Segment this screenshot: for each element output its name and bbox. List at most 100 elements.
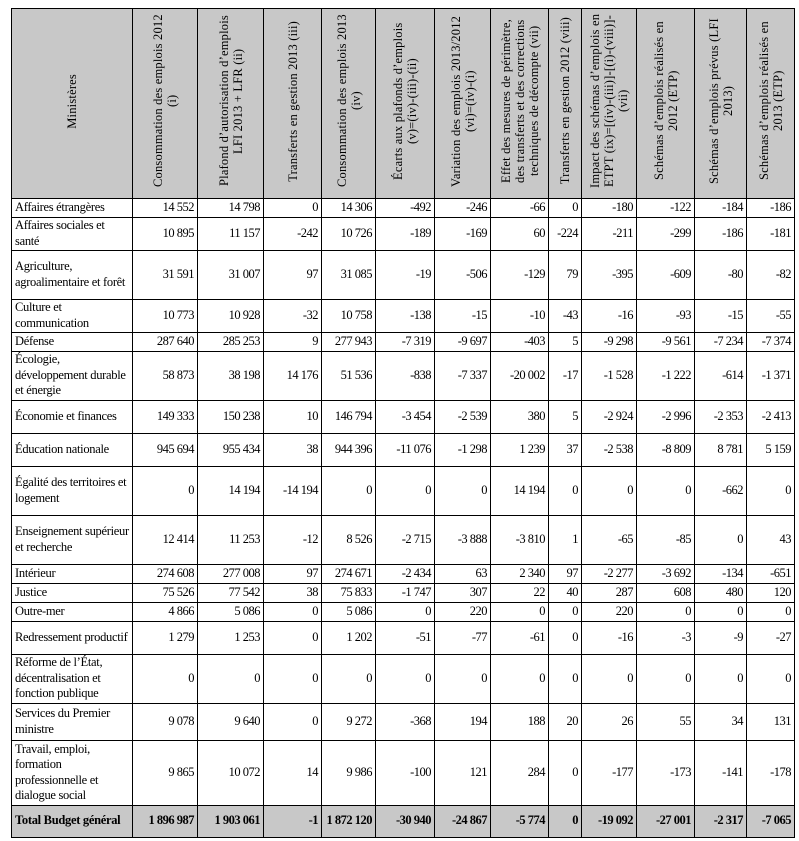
value-cell: -16 [581,620,637,655]
ministry-name: Services du Premier ministre [11,702,133,741]
value-cell: 97 [263,249,322,300]
value-cell: 63 [434,563,491,584]
table-row: Travail, emploi, formation professionnel… [11,739,795,806]
value-cell: 1 903 061 [197,804,264,838]
value-cell: 8 781 [694,432,747,467]
ministry-name: Éducation nationale [11,432,133,467]
value-cell: 31 591 [132,249,198,300]
table-row: Affaires étrangères 14 552 14 798 0 14 306 -4… [11,197,795,218]
value-cell: -93 [636,298,695,333]
value-cell: 0 [132,653,198,704]
ministry-name: Écologie, développement durable et énerg… [11,350,133,401]
column-header-label: Transferts en gestion 2013 (iii) [285,20,300,182]
value-cell: 0 [746,653,795,704]
value-cell: -299 [636,216,695,251]
value-cell: -1 747 [375,582,435,603]
value-cell: -2 539 [434,399,491,434]
value-cell: 0 [321,465,376,516]
value-cell: -1 298 [434,432,491,467]
value-cell: 77 542 [197,582,264,603]
value-cell: -7 234 [694,331,747,352]
value-cell: -27 001 [636,804,695,838]
value-cell: 58 873 [132,350,198,401]
value-cell: -651 [746,563,795,584]
value-cell: 274 671 [321,563,376,584]
value-cell: -61 [490,620,549,655]
value-cell: -506 [434,249,491,300]
value-cell: 9 272 [321,702,376,741]
value-cell: 194 [434,702,491,741]
value-cell: -2 715 [375,514,435,565]
value-cell: 220 [581,601,637,622]
value-cell: 97 [548,563,582,584]
value-cell: 10 773 [132,298,198,333]
value-cell: -169 [434,216,491,251]
value-cell: -2 353 [694,399,747,434]
value-cell: -186 [694,216,747,251]
value-cell: 274 608 [132,563,198,584]
column-header-label: Ministères [65,73,79,129]
value-cell: -2 413 [746,399,795,434]
value-cell: -141 [694,739,747,806]
value-cell: 480 [694,582,747,603]
emplois-table: Ministères Consommation des emplois 2012 … [11,8,795,838]
value-cell: 944 396 [321,432,376,467]
value-cell: -2 996 [636,399,695,434]
value-cell: 0 [636,601,695,622]
value-cell: -11 076 [375,432,435,467]
value-cell: 40 [548,582,582,603]
value-cell: 10 072 [197,739,264,806]
table-row: Affaires sociales et santé 10 895 11 157 -2… [11,216,795,251]
value-cell: -3 810 [490,514,549,565]
column-header: Plafond d’autorisation d’emplois LFI 201… [197,8,264,199]
value-cell: 55 [636,702,695,741]
value-cell: 8 526 [321,514,376,565]
value-cell: 9 640 [197,702,264,741]
ministry-name: Agriculture, agroalimentaire et forêt [11,249,133,300]
total-row: Total Budget général 1 896 987 1 903 061 -1… [11,804,795,838]
value-cell: 79 [548,249,582,300]
value-cell: 0 [581,653,637,704]
value-cell: -15 [434,298,491,333]
value-cell: 1 872 120 [321,804,376,838]
value-cell: 0 [263,702,322,741]
value-cell: -8 809 [636,432,695,467]
value-cell: 43 [746,514,795,565]
value-cell: 0 [197,653,264,704]
value-cell: 131 [746,702,795,741]
value-cell: 4 866 [132,601,198,622]
value-cell: 10 [263,399,322,434]
value-cell: 0 [746,465,795,516]
value-cell: 9 [263,331,322,352]
value-cell: -14 194 [263,465,322,516]
value-cell: -30 940 [375,804,435,838]
ministry-name: Affaires étrangères [11,197,133,218]
value-cell: -82 [746,249,795,300]
value-cell: 284 [490,739,549,806]
value-cell: 0 [375,465,435,516]
value-cell: 0 [746,601,795,622]
ministry-name: Intérieur [11,563,133,584]
value-cell: 38 [263,432,322,467]
value-cell: -395 [581,249,637,300]
value-cell: 22 [490,582,549,603]
value-cell: -186 [746,197,795,218]
table-row: Services du Premier ministre 9 078 9 640 0 9… [11,702,795,741]
value-cell: -9 561 [636,331,695,352]
value-cell: 10 726 [321,216,376,251]
value-cell: 220 [434,601,491,622]
value-cell: 0 [548,739,582,806]
value-cell: -66 [490,197,549,218]
value-cell: -7 065 [746,804,795,838]
value-cell: 97 [263,563,322,584]
value-cell: 38 [263,582,322,603]
value-cell: 0 [321,653,376,704]
value-cell: 0 [548,653,582,704]
value-cell: 0 [263,653,322,704]
value-cell: -129 [490,249,549,300]
value-cell: -614 [694,350,747,401]
column-header: Transferts en gestion 2013 (iii) [263,8,322,199]
value-cell: 0 [548,197,582,218]
value-cell: 0 [132,465,198,516]
value-cell: -32 [263,298,322,333]
